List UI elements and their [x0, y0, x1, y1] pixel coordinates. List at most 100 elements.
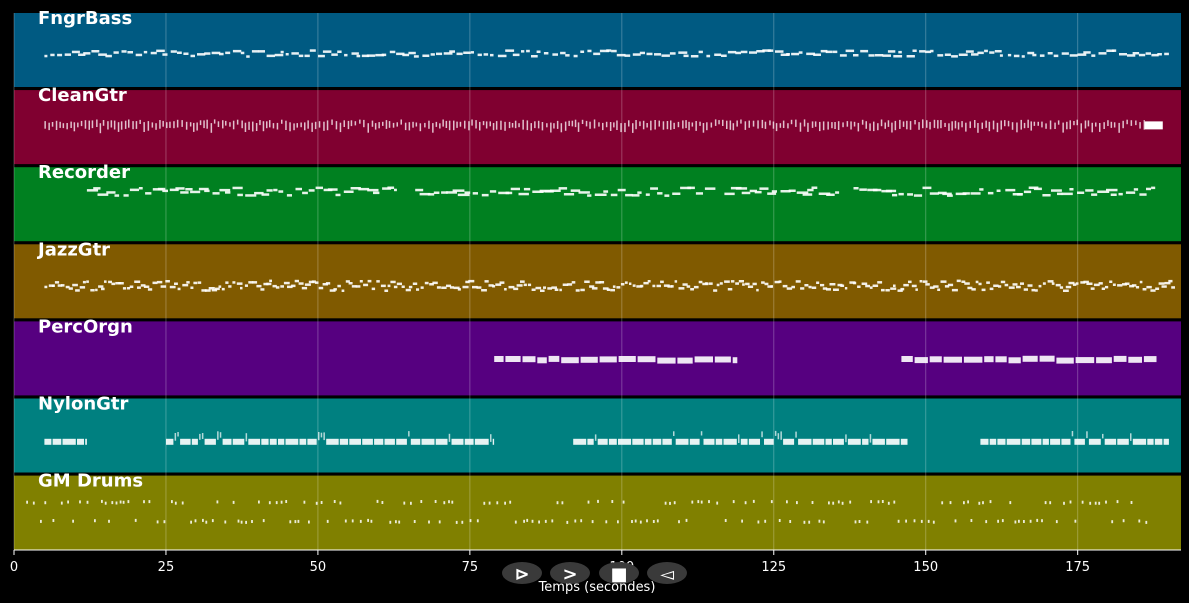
note — [634, 519, 637, 523]
note — [685, 120, 687, 129]
note — [185, 188, 193, 191]
stop-button[interactable]: ■ — [599, 562, 639, 585]
note — [1116, 500, 1119, 504]
note — [718, 120, 720, 125]
note — [967, 500, 969, 504]
note — [190, 520, 192, 524]
note — [632, 123, 634, 133]
note — [410, 501, 412, 505]
note — [833, 288, 839, 291]
note — [489, 121, 491, 127]
note — [152, 281, 158, 285]
note — [806, 52, 815, 56]
note — [160, 285, 167, 288]
note — [44, 501, 47, 505]
note — [602, 287, 609, 290]
note — [325, 282, 331, 285]
note — [790, 119, 793, 125]
note — [446, 191, 457, 194]
note — [989, 500, 992, 504]
note — [657, 357, 676, 364]
note — [97, 193, 109, 196]
note — [730, 280, 735, 283]
back-button[interactable]: ◅ — [647, 562, 687, 585]
note — [117, 122, 120, 132]
note — [526, 120, 529, 131]
note — [1080, 281, 1086, 284]
note — [162, 53, 168, 56]
note — [580, 519, 583, 523]
note — [44, 121, 46, 129]
note — [304, 54, 310, 58]
note — [835, 191, 840, 194]
note — [839, 54, 847, 57]
note — [977, 51, 984, 55]
note — [881, 288, 885, 292]
note — [1059, 286, 1064, 289]
x-tick-label: 0 — [10, 560, 18, 575]
note — [599, 281, 605, 284]
control-bg — [647, 562, 687, 584]
note — [714, 53, 722, 56]
note — [890, 287, 897, 290]
note — [770, 500, 773, 504]
note — [283, 281, 290, 285]
note — [78, 53, 86, 56]
note — [122, 287, 127, 290]
note — [203, 120, 205, 129]
note — [373, 191, 380, 195]
note — [91, 120, 94, 129]
note — [764, 519, 767, 523]
playback-controls[interactable]: ⊳ > ■ ◅ — [502, 562, 687, 585]
note — [639, 121, 641, 127]
note — [580, 288, 585, 292]
note — [708, 500, 710, 504]
note — [1061, 192, 1073, 196]
note — [145, 192, 152, 195]
note — [415, 122, 418, 127]
note — [675, 438, 689, 445]
note — [446, 284, 452, 288]
note — [822, 287, 828, 290]
note — [761, 431, 763, 438]
note — [190, 286, 194, 289]
note — [395, 520, 397, 524]
note — [190, 54, 195, 58]
forward-button[interactable]: > — [550, 562, 590, 585]
note — [509, 500, 512, 504]
note — [251, 50, 259, 53]
note — [295, 187, 302, 191]
note — [900, 438, 908, 445]
note — [697, 500, 700, 504]
note — [1145, 52, 1151, 55]
note — [837, 283, 843, 287]
note — [126, 287, 131, 290]
note — [589, 121, 591, 129]
note — [593, 52, 601, 56]
note — [811, 501, 814, 504]
note — [813, 53, 821, 56]
note — [1111, 520, 1114, 524]
note — [403, 501, 406, 505]
note — [913, 194, 923, 197]
note — [432, 281, 438, 285]
note — [612, 285, 616, 288]
note — [222, 438, 232, 445]
note — [669, 52, 676, 55]
note — [189, 122, 192, 127]
note — [240, 520, 243, 524]
note — [345, 280, 350, 283]
note — [1016, 122, 1018, 133]
note — [84, 120, 87, 129]
note — [322, 283, 328, 286]
note — [1033, 121, 1036, 126]
note — [181, 120, 183, 127]
note — [492, 285, 496, 288]
play-button[interactable]: ⊳ — [502, 562, 542, 585]
note — [735, 187, 748, 190]
note — [847, 438, 861, 445]
note — [139, 119, 141, 124]
note — [944, 53, 951, 56]
note — [667, 285, 673, 288]
note — [700, 431, 703, 436]
